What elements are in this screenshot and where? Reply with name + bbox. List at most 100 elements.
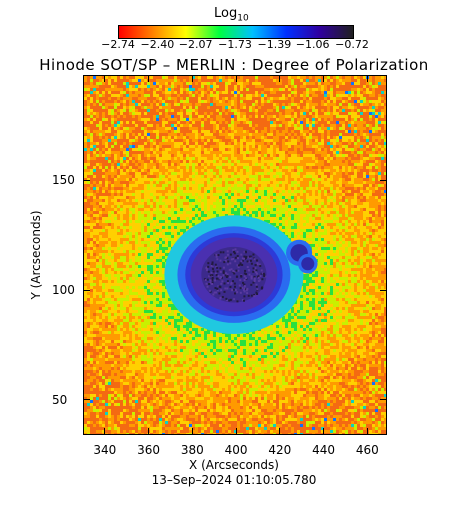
map-pixel: [324, 250, 327, 253]
map-pixel: [102, 229, 105, 232]
map-pixel: [225, 169, 228, 172]
map-pixel: [339, 196, 342, 199]
map-pixel: [150, 85, 153, 88]
map-pixel: [120, 217, 123, 220]
map-pixel: [360, 100, 363, 103]
map-pixel: [93, 199, 96, 202]
map-pixel: [342, 238, 345, 241]
map-pixel: [243, 214, 246, 217]
map-pixel: [87, 163, 90, 166]
map-pixel: [258, 145, 261, 148]
map-pixel: [237, 166, 240, 169]
map-pixel: [126, 226, 129, 229]
map-pixel: [156, 148, 159, 151]
map-pixel: [162, 103, 165, 106]
map-pixel: [195, 178, 198, 181]
map-pixel: [363, 232, 366, 235]
map-pixel: [360, 250, 363, 253]
map-pixel: [303, 202, 306, 205]
map-pixel: [234, 187, 237, 190]
map-pixel: [375, 82, 378, 85]
map-pixel: [333, 76, 336, 79]
map-pixel: [306, 235, 309, 238]
map-pixel: [327, 178, 330, 181]
map-pixel: [126, 187, 129, 190]
map-pixel: [240, 127, 243, 130]
map-pixel: [87, 118, 90, 121]
map-pixel: [315, 241, 318, 244]
map-pixel: [357, 76, 360, 79]
map-pixel: [246, 145, 249, 148]
map-pixel: [339, 199, 342, 202]
map-pixel: [363, 133, 366, 136]
map-pixel: [276, 106, 279, 109]
map-pixel: [90, 184, 93, 187]
map-pixel: [177, 223, 180, 226]
map-pixel: [105, 196, 108, 199]
map-pixel: [288, 166, 291, 169]
map-pixel: [306, 241, 309, 244]
map-pixel: [255, 169, 258, 172]
polarization-map[interactable]: [83, 75, 387, 435]
map-pixel: [234, 76, 237, 79]
map-pixel: [327, 217, 330, 220]
map-pixel: [147, 235, 150, 238]
map-pixel: [378, 235, 381, 238]
map-pixel: [258, 166, 261, 169]
map-pixel: [198, 214, 201, 217]
map-pixel: [132, 202, 135, 205]
map-pixel: [246, 88, 249, 91]
map-pixel: [330, 97, 333, 100]
map-pixel: [357, 202, 360, 205]
map-pixel: [120, 160, 123, 163]
map-pixel: [225, 121, 228, 124]
map-pixel: [207, 193, 210, 196]
map-pixel: [105, 265, 108, 268]
map-pixel: [285, 199, 288, 202]
map-pixel: [258, 85, 261, 88]
map-pixel: [132, 160, 135, 163]
map-pixel: [312, 217, 315, 220]
map-pixel: [288, 121, 291, 124]
map-pixel: [165, 115, 168, 118]
map-pixel: [132, 259, 135, 262]
map-pixel: [261, 103, 264, 106]
map-pixel: [141, 127, 144, 130]
map-pixel: [129, 97, 132, 100]
map-pixel: [114, 151, 117, 154]
map-pixel: [180, 187, 183, 190]
map-pixel: [249, 178, 252, 181]
map-pixel: [120, 190, 123, 193]
map-pixel: [375, 238, 378, 241]
map-pixel: [135, 244, 138, 247]
map-pixel: [165, 208, 168, 211]
map-pixel: [243, 205, 246, 208]
map-pixel: [153, 250, 156, 253]
map-pixel: [312, 103, 315, 106]
map-pixel: [228, 136, 231, 139]
map-pixel: [168, 85, 171, 88]
map-pixel: [156, 175, 159, 178]
map-pixel: [378, 139, 381, 142]
map-pixel: [135, 181, 138, 184]
map-pixel: [216, 97, 219, 100]
map-pixel: [381, 148, 384, 151]
map-pixel: [204, 157, 207, 160]
map-pixel: [174, 193, 177, 196]
plot-title: Hinode SOT/SP – MERLIN : Degree of Polar…: [39, 56, 429, 74]
map-pixel: [228, 151, 231, 154]
map-pixel: [300, 223, 303, 226]
map-pixel: [159, 181, 162, 184]
map-pixel: [174, 208, 177, 211]
map-pixel: [207, 214, 210, 217]
map-pixel: [261, 94, 264, 97]
map-pixel: [117, 262, 120, 265]
map-pixel: [102, 139, 105, 142]
map-pixel: [186, 214, 189, 217]
map-pixel: [162, 208, 165, 211]
map-pixel: [261, 208, 264, 211]
map-pixel: [180, 133, 183, 136]
map-pixel: [87, 178, 90, 181]
map-pixel: [234, 169, 237, 172]
map-pixel: [201, 91, 204, 94]
